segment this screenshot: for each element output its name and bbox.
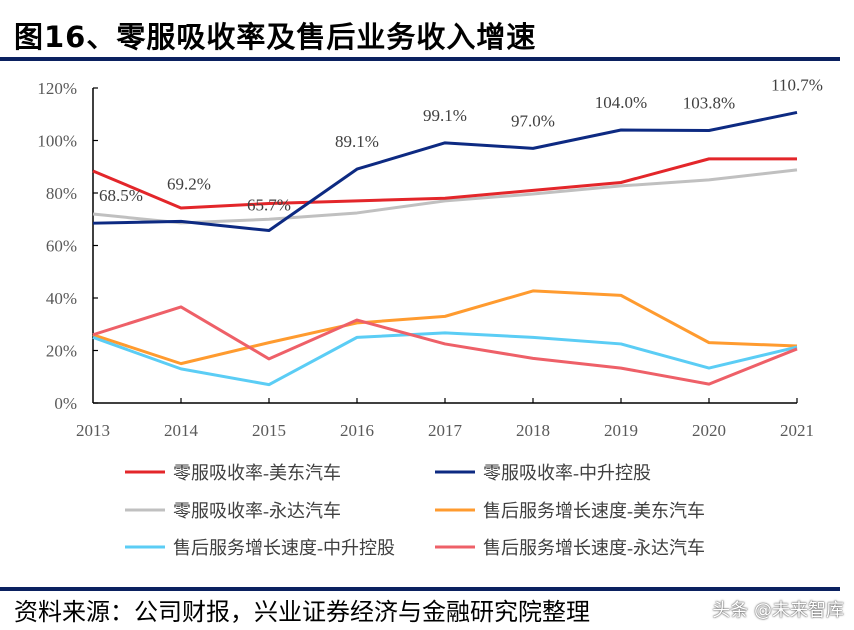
y-tick-label: 100% — [37, 132, 77, 151]
x-tick-label: 2021 — [780, 421, 814, 440]
y-tick-label: 80% — [46, 184, 77, 203]
x-tick-label: 2017 — [428, 421, 463, 440]
series-line — [92, 157, 797, 210]
watermark: 头条 @未来智库 — [712, 600, 844, 621]
y-tick-label: 20% — [46, 342, 77, 361]
data-label: 69.2% — [167, 174, 211, 193]
legend-label: 售后服务增长速度-永达汽车 — [483, 538, 705, 558]
series-line — [92, 331, 798, 387]
data-label: 97.0% — [511, 111, 555, 130]
figure-title: 图16、零服吸收率及售后业务收入增速 — [14, 20, 537, 54]
legend-label: 零服吸收率-中升控股 — [483, 463, 651, 483]
data-label: 103.8% — [683, 94, 735, 113]
data-label: 99.1% — [423, 106, 467, 125]
series-line — [92, 110, 798, 233]
x-tick-label: 2015 — [252, 421, 286, 440]
y-tick-label: 120% — [37, 79, 77, 98]
x-tick-label: 2018 — [516, 421, 550, 440]
series-line — [92, 289, 798, 366]
series-line — [92, 305, 798, 386]
x-tick-label: 2020 — [692, 421, 726, 440]
y-tick-label: 0% — [54, 394, 77, 413]
legend-label: 零服吸收率-永达汽车 — [173, 501, 341, 521]
legend-label: 售后服务增长速度-美东汽车 — [483, 501, 705, 521]
x-tick-label: 2014 — [164, 421, 199, 440]
data-label: 65.7% — [247, 196, 291, 215]
legend-label: 零服吸收率-美东汽车 — [173, 463, 341, 483]
y-tick-label: 60% — [46, 237, 77, 256]
data-label: 68.5% — [99, 186, 143, 205]
x-tick-label: 2013 — [76, 421, 110, 440]
title-rule — [0, 57, 840, 61]
line-chart: 0% 20% 40% 60% 80% 100% 120% 2013 2014 2015 2016 20… — [37, 75, 823, 558]
series-line — [92, 168, 798, 225]
data-label: 104.0% — [595, 93, 647, 112]
legend-label: 售后服务增长速度-中升控股 — [173, 538, 395, 558]
data-label: 89.1% — [335, 132, 379, 151]
x-tick-label: 2016 — [340, 421, 374, 440]
x-tick-label: 2019 — [604, 421, 638, 440]
source-note: 资料来源：公司财报，兴业证券经济与金融研究院整理 — [14, 598, 590, 626]
data-label: 110.7% — [771, 75, 823, 94]
y-tick-label: 40% — [46, 289, 77, 308]
footer-rule — [0, 587, 840, 591]
